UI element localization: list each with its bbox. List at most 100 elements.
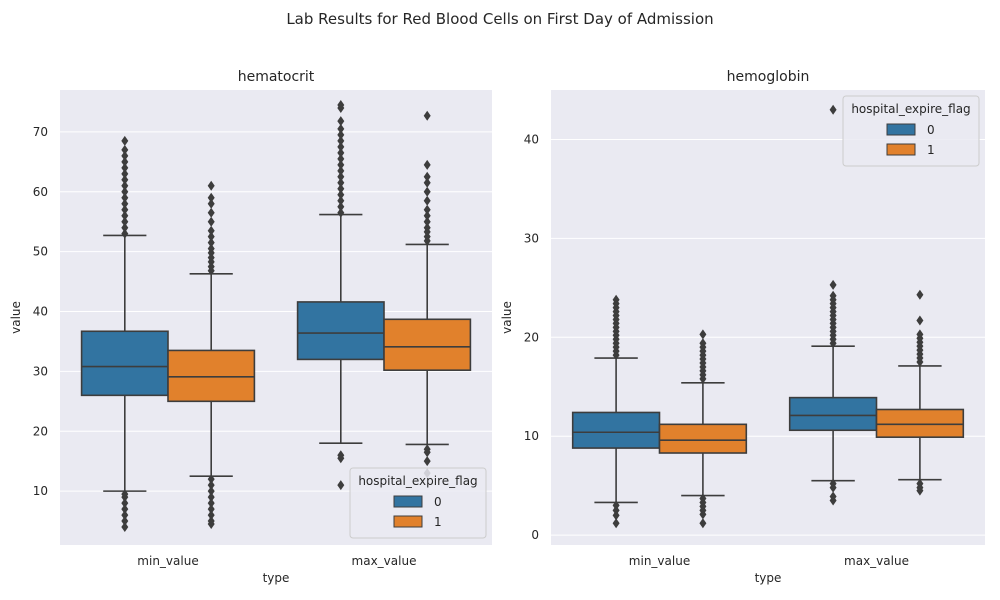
y-tick-label: 10	[524, 429, 539, 443]
outlier-point	[207, 180, 215, 191]
outlier-point	[337, 171, 345, 182]
outlier-point	[916, 289, 924, 300]
subplots: 10203040506070hematocrittypevaluemin_val…	[9, 69, 985, 585]
outlier-point	[121, 516, 129, 527]
box-max_value-series-1	[383, 110, 472, 479]
outlier-point	[337, 189, 345, 200]
subplot-title: hematocrit	[238, 69, 315, 85]
legend-label: 0	[434, 495, 442, 509]
outlier-point	[337, 453, 345, 464]
outlier-point	[207, 198, 215, 209]
outlier-point	[337, 153, 345, 164]
box-iqr	[80, 330, 169, 397]
outlier-point	[423, 159, 431, 170]
outlier-point	[423, 186, 431, 197]
x-tick-label: max_value	[352, 554, 417, 568]
outlier-point	[337, 141, 345, 152]
subplot-hematocrit: 10203040506070hematocrittypevaluemin_val…	[9, 69, 492, 585]
outlier-point	[423, 210, 431, 221]
y-tick-label: 0	[531, 528, 539, 542]
legend-swatch	[393, 495, 423, 508]
subplot-title: hemoglobin	[727, 69, 810, 85]
outlier-point	[699, 509, 707, 520]
outlier-point	[337, 195, 345, 206]
y-axis-label: value	[9, 301, 23, 334]
outlier-point	[121, 168, 129, 179]
y-tick-label: 40	[524, 132, 539, 146]
outlier-point	[207, 474, 215, 485]
y-tick-label: 60	[33, 185, 48, 199]
outlier-point	[207, 510, 215, 521]
outlier-point	[916, 315, 924, 326]
outlier-point	[121, 498, 129, 509]
outlier-point	[207, 225, 215, 236]
legend-label: 1	[434, 515, 442, 529]
outlier-point	[207, 207, 215, 218]
legend: hospital_expire_flag 0 1	[349, 467, 487, 539]
box-iqr	[571, 411, 661, 449]
outlier-point	[829, 279, 837, 290]
y-axis-label: value	[500, 301, 514, 334]
outlier-point	[121, 210, 129, 221]
legend-title: hospital_expire_flag	[851, 102, 970, 116]
x-tick-label: min_value	[629, 554, 690, 568]
chart-suptitle: Lab Results for Red Blood Cells on First…	[286, 10, 713, 28]
outlier-point	[121, 492, 129, 503]
outlier-point	[829, 495, 837, 506]
x-tick-label: min_value	[137, 554, 198, 568]
outlier-point	[121, 144, 129, 155]
outlier-point	[337, 129, 345, 140]
outlier-point	[121, 186, 129, 197]
box-iqr	[296, 301, 385, 361]
outlier-point	[337, 123, 345, 134]
outlier-point	[121, 216, 129, 227]
outlier-point	[337, 147, 345, 158]
outlier-point	[423, 216, 431, 227]
outlier-point	[423, 222, 431, 233]
box-iqr	[658, 423, 748, 454]
outlier-point	[337, 183, 345, 194]
outlier-point	[121, 510, 129, 521]
outlier-point	[829, 482, 837, 493]
outlier-point	[829, 290, 837, 301]
outlier-point	[207, 486, 215, 497]
outlier-point	[121, 174, 129, 185]
outlier-point	[337, 165, 345, 176]
outlier-point	[207, 480, 215, 491]
box-iqr	[383, 318, 472, 371]
outlier-point	[699, 338, 707, 349]
outlier-point	[207, 216, 215, 227]
legend-swatch	[886, 123, 916, 136]
outlier-point	[337, 207, 345, 218]
outlier-point	[337, 201, 345, 212]
y-tick-label: 70	[33, 125, 48, 139]
outlier-point	[337, 480, 345, 491]
outlier-point	[121, 198, 129, 209]
outlier-point	[337, 159, 345, 170]
legend-label: 1	[927, 143, 935, 157]
legend-title: hospital_expire_flag	[358, 474, 477, 488]
outlier-point	[423, 171, 431, 182]
outlier-point	[423, 177, 431, 188]
outlier-point	[121, 162, 129, 173]
outlier-point	[121, 156, 129, 167]
outlier-point	[121, 204, 129, 215]
outlier-point	[423, 204, 431, 215]
box-iqr	[788, 396, 878, 432]
legend: hospital_expire_flag 0 1	[842, 95, 980, 167]
outlier-point	[423, 110, 431, 121]
legend-swatch	[393, 515, 423, 528]
outlier-point	[121, 228, 129, 239]
outlier-point	[121, 504, 129, 515]
outlier-point	[699, 518, 707, 529]
outlier-point	[423, 456, 431, 467]
outlier-point	[612, 518, 620, 529]
outlier-point	[207, 243, 215, 254]
y-tick-label: 20	[33, 424, 48, 438]
y-tick-label: 50	[33, 245, 48, 259]
outlier-point	[423, 195, 431, 206]
x-tick-label: max_value	[844, 554, 909, 568]
outlier-point	[207, 237, 215, 248]
